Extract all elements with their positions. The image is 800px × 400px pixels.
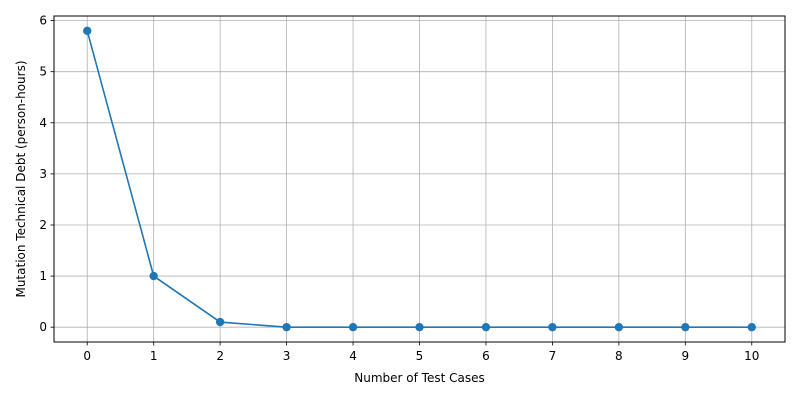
y-tick-label: 4 bbox=[39, 116, 47, 130]
data-point bbox=[215, 317, 225, 327]
y-tick-label: 1 bbox=[39, 269, 47, 283]
x-tick-label: 7 bbox=[549, 349, 557, 363]
data-point bbox=[282, 322, 291, 332]
y-tick-label: 2 bbox=[39, 218, 47, 232]
y-axis-label: Mutation Technical Debt (person-hours) bbox=[14, 60, 28, 297]
x-tick-label: 2 bbox=[216, 349, 224, 363]
y-tick-label: 3 bbox=[39, 167, 47, 181]
x-tick-label: 1 bbox=[150, 349, 158, 363]
x-axis-label: Number of Test Cases bbox=[354, 371, 484, 385]
data-point bbox=[83, 26, 92, 36]
x-tick-label: 3 bbox=[283, 349, 291, 363]
axis-ticks: 0 1 2 3 4 5 6 7 8 9 10 0 1 2 3 4 5 6 bbox=[39, 14, 759, 363]
y-tick-label: 6 bbox=[39, 14, 47, 28]
gridlines bbox=[54, 16, 785, 342]
data-point bbox=[481, 322, 491, 332]
x-tick-label: 8 bbox=[615, 349, 623, 363]
data-point bbox=[681, 322, 690, 332]
data-point bbox=[614, 322, 624, 332]
x-tick-label: 9 bbox=[681, 349, 689, 363]
data-point bbox=[149, 271, 158, 281]
data-point bbox=[548, 322, 557, 332]
y-tick-label: 0 bbox=[39, 320, 47, 334]
data-point bbox=[747, 322, 756, 332]
y-tick-label: 5 bbox=[39, 65, 47, 79]
data-point bbox=[415, 322, 424, 332]
x-tick-label: 5 bbox=[416, 349, 424, 363]
data-point bbox=[348, 322, 358, 332]
x-tick-label: 4 bbox=[349, 349, 357, 363]
series-area bbox=[83, 26, 756, 332]
x-tick-label: 0 bbox=[83, 349, 91, 363]
x-tick-label: 10 bbox=[744, 349, 759, 363]
x-tick-label: 6 bbox=[482, 349, 490, 363]
